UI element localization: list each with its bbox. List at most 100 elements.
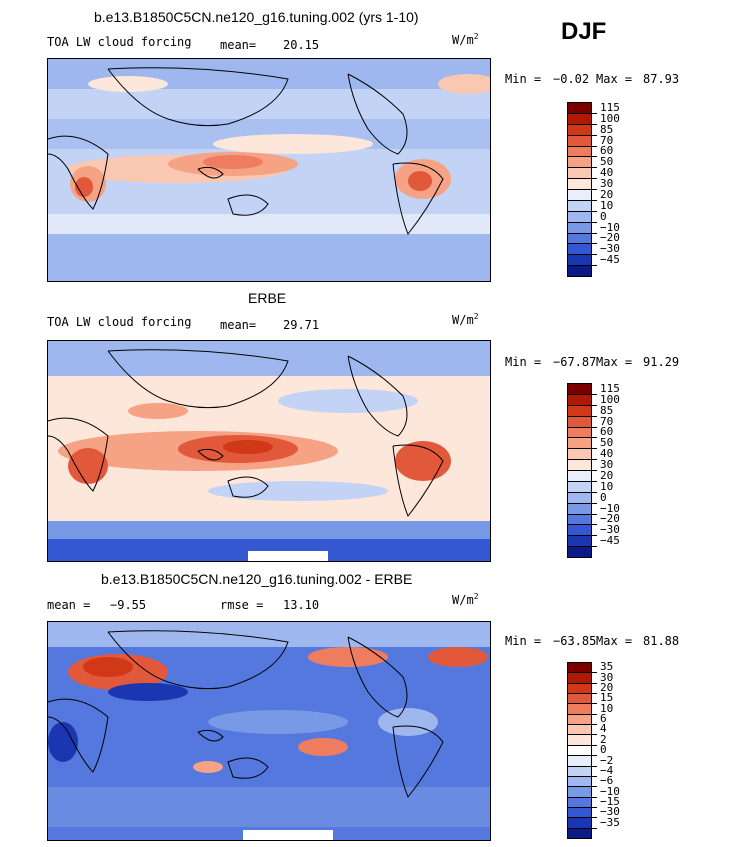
panel3-rmse-label: rmse = xyxy=(220,598,264,612)
panel3-mean-value: −9.55 xyxy=(110,598,147,612)
panel2-max-label: Max = xyxy=(596,355,633,369)
colorbar-tick xyxy=(592,448,597,450)
colorbar-label: 0 xyxy=(600,743,607,757)
panel2-colorbar: 115 100 85 70 60 50 40 30 20 10 0 −10 −20 −30 −45 xyxy=(567,383,687,558)
panel2-mean-value: 29.71 xyxy=(283,318,320,332)
colorbar-tick xyxy=(592,480,597,482)
colorbar-label: 40 xyxy=(600,447,614,461)
colorbar-tick xyxy=(592,693,597,695)
panel2-title: ERBE xyxy=(248,290,287,306)
colorbar-label: −20 xyxy=(600,512,620,526)
colorbar-label: 50 xyxy=(600,436,614,450)
colorbar-label: −45 xyxy=(600,534,620,548)
colorbar-label: 115 xyxy=(600,100,620,114)
colorbar-tick xyxy=(592,546,597,548)
panel3-units: W/m2 xyxy=(452,592,479,607)
colorbar-label: 10 xyxy=(600,701,614,715)
colorbar-label: 0 xyxy=(600,209,607,223)
colorbar-swatch xyxy=(567,546,592,558)
panel2-map xyxy=(47,340,491,562)
colorbar-tick xyxy=(592,765,597,767)
colorbar-tick xyxy=(592,524,597,526)
colorbar-tick xyxy=(592,189,597,190)
colorbar-tick xyxy=(592,724,597,726)
colorbar-label: −10 xyxy=(600,501,620,515)
colorbar-tick xyxy=(592,817,597,819)
colorbar-tick xyxy=(592,713,597,715)
colorbar-label: −4 xyxy=(600,763,614,777)
colorbar-label: 10 xyxy=(600,198,614,212)
colorbar-label: 35 xyxy=(600,660,614,674)
colorbar-label: 4 xyxy=(600,722,607,736)
colorbar-label: 100 xyxy=(600,111,620,125)
colorbar-tick xyxy=(592,112,597,114)
colorbar-tick xyxy=(592,415,597,417)
colorbar-tick xyxy=(592,744,597,746)
colorbar-tick xyxy=(592,775,597,777)
panel3-map xyxy=(47,621,491,841)
colorbar-tick xyxy=(592,426,597,428)
panel2-mean-label: mean= xyxy=(220,318,257,332)
panel1-max-value: 87.93 xyxy=(643,72,680,86)
colorbar-tick xyxy=(592,827,597,829)
colorbar-tick xyxy=(592,491,597,493)
colorbar-tick xyxy=(592,167,597,169)
colorbar-label: 30 xyxy=(600,177,614,190)
colorbar-label: −35 xyxy=(600,815,620,829)
colorbar-tick xyxy=(592,404,597,406)
colorbar-tick xyxy=(592,459,597,461)
panel2-variable-label: TOA LW cloud forcing xyxy=(47,315,192,329)
colorbar-tick xyxy=(592,210,597,212)
colorbar-label: 10 xyxy=(600,479,614,493)
colorbar-tick xyxy=(592,232,597,234)
colorbar-tick xyxy=(592,393,597,395)
panel3-rmse-value: 13.10 xyxy=(283,598,320,612)
colorbar-label: −20 xyxy=(600,231,620,245)
colorbar-tick xyxy=(592,682,597,684)
colorbar-label: −30 xyxy=(600,242,620,256)
colorbar-tick xyxy=(592,123,597,125)
season-label: DJF xyxy=(561,18,607,45)
colorbar-tick xyxy=(592,734,597,736)
colorbar-label: 30 xyxy=(600,458,614,471)
panel3-mean-label: mean = xyxy=(47,598,91,612)
panel1-mean-value: 20.15 xyxy=(283,38,320,52)
colorbar-label: 40 xyxy=(600,166,614,180)
panel2-min-label: Min = xyxy=(505,355,542,369)
colorbar-tick xyxy=(592,265,597,267)
colorbar-label: −30 xyxy=(600,805,620,819)
colorbar-tick xyxy=(592,134,597,136)
colorbar-label: 70 xyxy=(600,414,614,428)
colorbar-tick xyxy=(592,502,597,504)
colorbar-label: 15 xyxy=(600,691,614,705)
colorbar-tick xyxy=(592,755,597,757)
colorbar-label: 85 xyxy=(600,403,614,417)
colorbar-label: −15 xyxy=(600,794,620,808)
panel3-max-value: 81.88 xyxy=(643,634,680,648)
colorbar-label: −2 xyxy=(600,753,614,767)
colorbar-tick xyxy=(592,703,597,705)
colorbar-tick xyxy=(592,672,597,674)
colorbar-label: 60 xyxy=(600,144,614,158)
colorbar-label: 85 xyxy=(600,122,614,136)
panel2-min-value: −67.87 xyxy=(553,355,597,369)
colorbar-tick xyxy=(592,254,597,256)
colorbar-tick xyxy=(592,437,597,439)
colorbar-tick xyxy=(592,199,597,201)
panel2-max-value: 91.29 xyxy=(643,355,680,369)
colorbar-swatch xyxy=(567,265,592,277)
panel3-min-value: −63.85 xyxy=(553,634,597,648)
panel3-min-label: Min = xyxy=(505,634,542,648)
panel1-title: b.e13.B1850C5CN.ne120_g16.tuning.002 (yr… xyxy=(94,9,419,25)
colorbar-label: 70 xyxy=(600,133,614,147)
colorbar-tick xyxy=(592,786,597,788)
colorbar-label: 100 xyxy=(600,392,620,406)
colorbar-tick xyxy=(592,145,597,147)
colorbar-label: 20 xyxy=(600,468,614,482)
colorbar-tick xyxy=(592,221,597,223)
colorbar-swatch xyxy=(567,827,592,839)
colorbar-label: −10 xyxy=(600,220,620,234)
panel1-map xyxy=(47,58,491,282)
panel3-max-label: Max = xyxy=(596,634,633,648)
colorbar-tick xyxy=(592,178,597,180)
